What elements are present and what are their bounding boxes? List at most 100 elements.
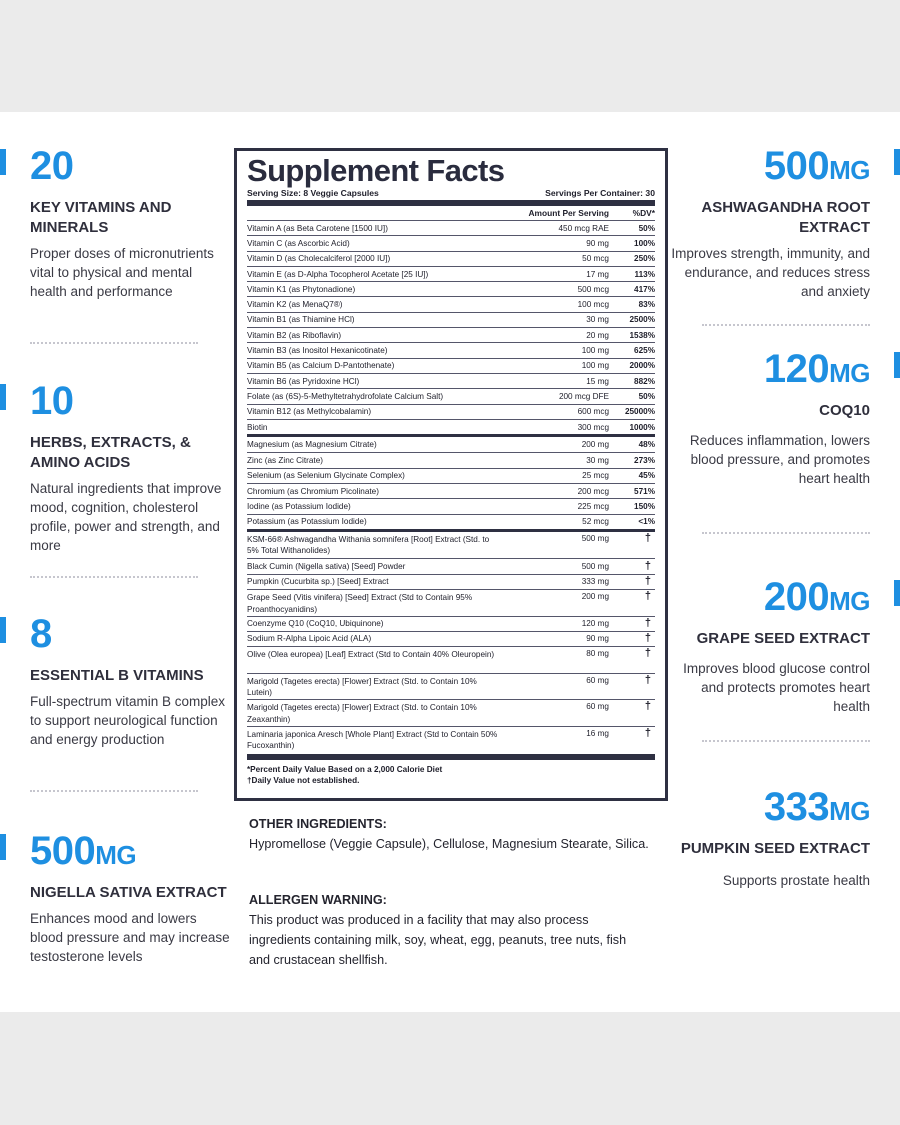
ingredient-dv: 25000% — [624, 407, 655, 417]
feature-pumpkin-seed: 333MG PUMPKIN SEED EXTRACT Supports pros… — [670, 787, 871, 890]
facts-row: Marigold (Tagetes erecta) [Flower] Extra… — [247, 699, 655, 726]
thick-rule — [247, 200, 655, 206]
ingredient-amount: 90 mg — [586, 634, 609, 644]
ingredient-name: Olive (Olea europea) [Leaf] Extract (Std… — [247, 650, 495, 660]
feature-desc: Enhances mood and lowers blood pressure … — [30, 911, 230, 964]
ingredient-dv: <1% — [638, 517, 655, 527]
ingredient-amount: 15 mg — [586, 376, 609, 386]
feature-title: GRAPE SEED EXTRACT — [696, 630, 870, 647]
feature-desc: Reduces inflammation, lowers blood press… — [689, 433, 870, 486]
ingredient-amount: 60 mg — [586, 675, 609, 685]
servings-per-container: Servings Per Container: 30 — [545, 188, 655, 198]
accent-bar — [0, 834, 6, 860]
ingredient-dv: 1538% — [629, 330, 656, 340]
facts-title: Supplement Facts — [247, 153, 505, 188]
accent-bar — [0, 384, 6, 410]
ingredient-dv: † — [644, 590, 651, 603]
ingredient-amount: 30 mg — [586, 456, 609, 466]
supplement-facts-panel: Supplement Facts Serving Size: 8 Veggie … — [234, 148, 668, 801]
ingredient-amount: 600 mcg — [577, 407, 609, 417]
feature-title: KEY VITAMINS AND MINERALS — [30, 199, 172, 236]
ingredient-amount: 500 mg — [581, 533, 609, 543]
ingredient-name: KSM-66® Ashwagandha Withania somnifera [… — [247, 534, 490, 556]
ingredient-dv: 2000% — [629, 361, 656, 371]
feature-desc: Improves strength, immunity, and enduran… — [671, 246, 870, 299]
feature-desc: Supports prostate health — [722, 873, 870, 888]
feature-desc: Natural ingredients that improve mood, c… — [30, 481, 222, 553]
ingredient-dv: † — [644, 700, 651, 713]
facts-row: Vitamin C (as Ascorbic Acid) 90 mg 100% — [247, 235, 655, 250]
footnotes: *Percent Daily Value Based on a 2,000 Ca… — [247, 760, 655, 786]
ingredient-amount: 52 mcg — [582, 517, 609, 527]
accent-bar — [0, 149, 6, 175]
ingredient-dv: 625% — [634, 346, 655, 356]
feature-title: PUMPKIN SEED EXTRACT — [680, 840, 870, 857]
facts-row: Folate (as (6S)-5-Methyltetrahydrofolate… — [247, 388, 655, 403]
ingredient-amount: 30 mg — [586, 315, 609, 325]
ingredient-amount: 100 mg — [581, 361, 609, 371]
ingredient-name: Vitamin B3 (as Inositol Hexanicotinate) — [247, 346, 388, 356]
ingredient-amount: 25 mcg — [582, 471, 609, 481]
ingredient-dv: 2500% — [629, 315, 656, 325]
ingredient-name: Biotin — [247, 422, 268, 432]
ingredient-amount: 20 mg — [586, 330, 609, 340]
facts-row: Biotin 300 mcg 1000% — [247, 418, 656, 434]
ingredient-amount: 16 mg — [586, 728, 609, 738]
extract-rows: KSM-66® Ashwagandha Withania somnifera [… — [247, 532, 655, 752]
ingredient-amount: 200 mg — [581, 592, 609, 602]
dotted-divider — [30, 576, 198, 578]
ingredient-name: Vitamin B1 (as Thiamine HCl) — [247, 315, 355, 325]
facts-row: Vitamin A (as Beta Carotene [1500 IU]) 45… — [247, 220, 655, 235]
ingredient-amount: 300 mcg — [577, 422, 609, 432]
ingredient-name: Vitamin K1 (as Phytonadione) — [247, 284, 356, 294]
ingredient-amount: 80 mg — [586, 649, 609, 659]
ingredient-name: Chromium (as Chromium Picolinate) — [247, 486, 379, 496]
ingredient-dv: 882% — [634, 376, 655, 386]
ingredient-name: Folate (as (6S)-5-Methyltetrahydrofolate… — [247, 391, 444, 401]
ingredient-dv: 250% — [634, 254, 655, 264]
facts-row: Vitamin B2 (as Riboflavin) 20 mg 1538% — [247, 327, 655, 342]
facts-row: Vitamin B1 (as Thiamine HCl) 30 mg 2500% — [247, 311, 656, 327]
other-ingredients: OTHER INGREDIENTS: Hypromellose (Veggie … — [249, 814, 649, 854]
ingredient-dv: 1000% — [629, 422, 656, 432]
ingredient-amount: 225 mcg — [577, 501, 609, 511]
ingredient-dv: † — [644, 673, 651, 686]
facts-row: Sodium R-Alpha Lipoic Acid (ALA) 90 mg † — [247, 630, 655, 646]
footnote-dagger: †Daily Value not established. — [247, 776, 360, 786]
facts-row: Iodine (as Potassium Iodide) 225 mcg 150% — [247, 498, 655, 513]
ingredient-amount: 100 mcg — [577, 300, 609, 310]
facts-row: KSM-66® Ashwagandha Withania somnifera [… — [247, 532, 655, 559]
mineral-rows: Magnesium (as Magnesium Citrate) 200 mg 48… — [247, 437, 655, 529]
accent-bar — [0, 617, 6, 643]
ingredient-name: Vitamin B5 (as Calcium D-Pantothenate) — [247, 361, 395, 371]
serving-size: Serving Size: 8 Veggie Capsules — [247, 188, 379, 198]
dotted-divider — [702, 532, 870, 534]
ingredient-name: Vitamin D (as Cholecalciferol [2000 IU]) — [247, 254, 391, 264]
facts-header: Amount Per Serving %DV* — [247, 206, 655, 220]
other-ingredients-text: Hypromellose (Veggie Capsule), Cellulose… — [249, 837, 649, 851]
ingredient-name: Black Cumin (Nigella sativa) [Seed] Powd… — [247, 562, 406, 572]
ingredient-dv: 113% — [634, 269, 656, 279]
ingredient-dv: † — [644, 647, 651, 660]
section-rule — [247, 528, 655, 532]
facts-row: Vitamin B6 (as Pyridoxine HCl) 15 mg 882% — [247, 372, 655, 388]
accent-bar — [894, 352, 900, 378]
allergen-heading: ALLERGEN WARNING: — [249, 893, 387, 907]
ingredient-name: Zinc (as Zinc Citrate) — [247, 456, 323, 466]
ingredient-amount: 500 mg — [581, 562, 609, 572]
ingredient-amount: 50 mcg — [582, 254, 609, 264]
thick-rule — [247, 754, 655, 761]
feature-title: COQ10 — [819, 402, 870, 419]
feature-desc: Proper doses of micronutrients vital to … — [30, 246, 214, 299]
dotted-divider — [30, 790, 198, 792]
facts-row: Vitamin K2 (as MenaQ7®) 100 mcg 83% — [247, 296, 655, 311]
ingredient-dv: 273% — [634, 456, 655, 466]
feature-number: 120MG — [763, 347, 871, 391]
ingredient-dv: † — [644, 726, 651, 739]
ingredient-amount: 100 mg — [581, 346, 609, 356]
vitamin-rows: Vitamin A (as Beta Carotene [1500 IU]) 45… — [247, 220, 655, 434]
feature-b-vitamins: 8 ESSENTIAL B VITAMINS Full-spectrum vit… — [30, 614, 230, 749]
ingredient-amount: 17 mg — [586, 269, 609, 279]
dotted-divider — [702, 740, 870, 742]
serving-info: Serving Size: 8 Veggie Capsules Servings… — [247, 188, 655, 200]
